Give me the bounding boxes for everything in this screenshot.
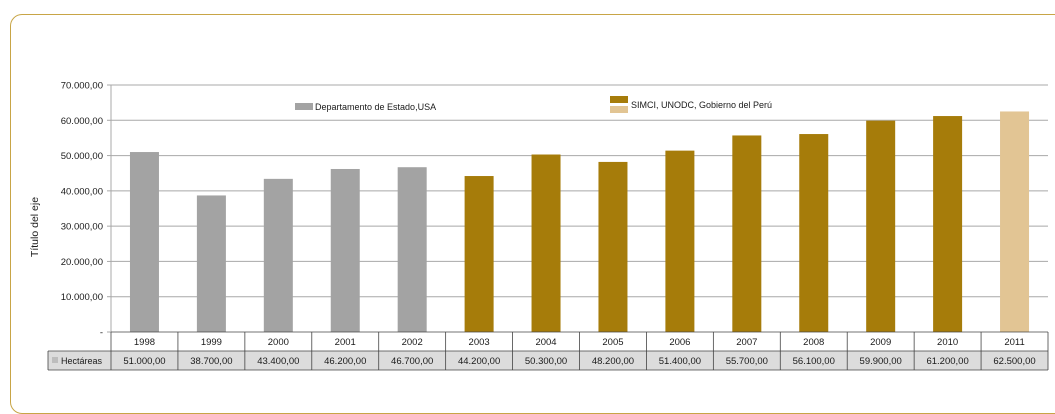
y-tick-label: - [100,328,103,339]
row-header-label: Hectáreas [61,356,103,366]
data-label: 61.200,00 [926,356,968,367]
x-tick-label: 2006 [669,337,690,348]
legend-swatch-simci-1 [610,96,628,103]
x-tick-label: 2007 [736,337,757,348]
y-tick-label: 60.000,00 [61,116,103,127]
row-header-bg [48,351,111,370]
bar-1999 [196,195,226,332]
legend-departamento: Departamento de Estado,USA [295,102,436,112]
bar-2005 [598,161,628,332]
bar-2010 [933,116,963,333]
row-legend-marker [52,357,58,363]
legend-swatch-departamento [295,103,313,110]
x-tick-label: 2001 [335,337,356,348]
data-label: 55.700,00 [726,356,768,367]
x-tick-label: 2005 [602,337,623,348]
legend-label-departamento: Departamento de Estado,USA [315,102,436,112]
data-label: 62.500,00 [993,356,1035,367]
y-tick-label: 20.000,00 [61,257,103,268]
x-tick-label: 1999 [201,337,222,348]
x-tick-label: 2008 [803,337,824,348]
data-label: 51.400,00 [659,356,701,367]
bar-2003 [464,176,494,332]
x-tick-label: 2000 [268,337,289,348]
data-label: 38.700,00 [190,356,232,367]
y-tick-label: 70.000,00 [61,81,103,92]
x-tick-label: 2002 [402,337,423,348]
bar-2007 [732,135,762,332]
bar-2000 [263,178,293,332]
x-tick-label: 2003 [469,337,490,348]
bar-chart: - 10.000,00 20.000,00 30.000,00 40.000,00 50.… [29,81,1049,371]
data-label: 56.100,00 [793,356,835,367]
bar-2002 [397,167,427,332]
x-tick-label: 2011 [1004,337,1024,348]
bar-2009 [866,120,896,332]
data-label: 51.000,00 [123,356,165,367]
data-label: 43.400,00 [257,356,299,367]
data-label: 50.300,00 [525,356,567,367]
legend-swatch-simci-2 [610,106,628,113]
bar-1998 [129,152,159,332]
x-tick-label: 2009 [870,337,891,348]
bar-2006 [665,150,695,332]
gridlines [107,84,1048,333]
data-table: Hectáreas 1998 51.000,00 1999 38.700,00 2000 4… [47,331,1049,371]
bar-2011 [1000,111,1030,332]
bar-2004 [531,154,561,332]
data-label: 44.200,00 [458,356,500,367]
y-tick-label: 50.000,00 [61,151,103,162]
data-label: 48.200,00 [592,356,634,367]
y-tick-label: 40.000,00 [61,186,103,197]
data-label: 46.200,00 [324,356,366,367]
x-tick-label: 2010 [937,337,958,348]
bar-2008 [799,134,829,332]
y-tick-label: 30.000,00 [61,222,103,233]
data-label: 59.900,00 [860,356,902,367]
legend-simci: SIMCI, UNODC, Gobierno del Perú [610,96,772,113]
legend-label-simci: SIMCI, UNODC, Gobierno del Perú [631,100,772,110]
x-tick-label: 1998 [134,337,155,348]
y-axis-title: Título del eje [29,197,41,257]
bars [129,111,1030,333]
y-tick-label: 10.000,00 [61,292,103,303]
x-tick-label: 2004 [535,337,556,348]
data-label: 46.700,00 [391,356,433,367]
bar-2001 [330,168,360,332]
y-axis-tick-labels: - 10.000,00 20.000,00 30.000,00 40.000,00 50.… [61,81,103,339]
